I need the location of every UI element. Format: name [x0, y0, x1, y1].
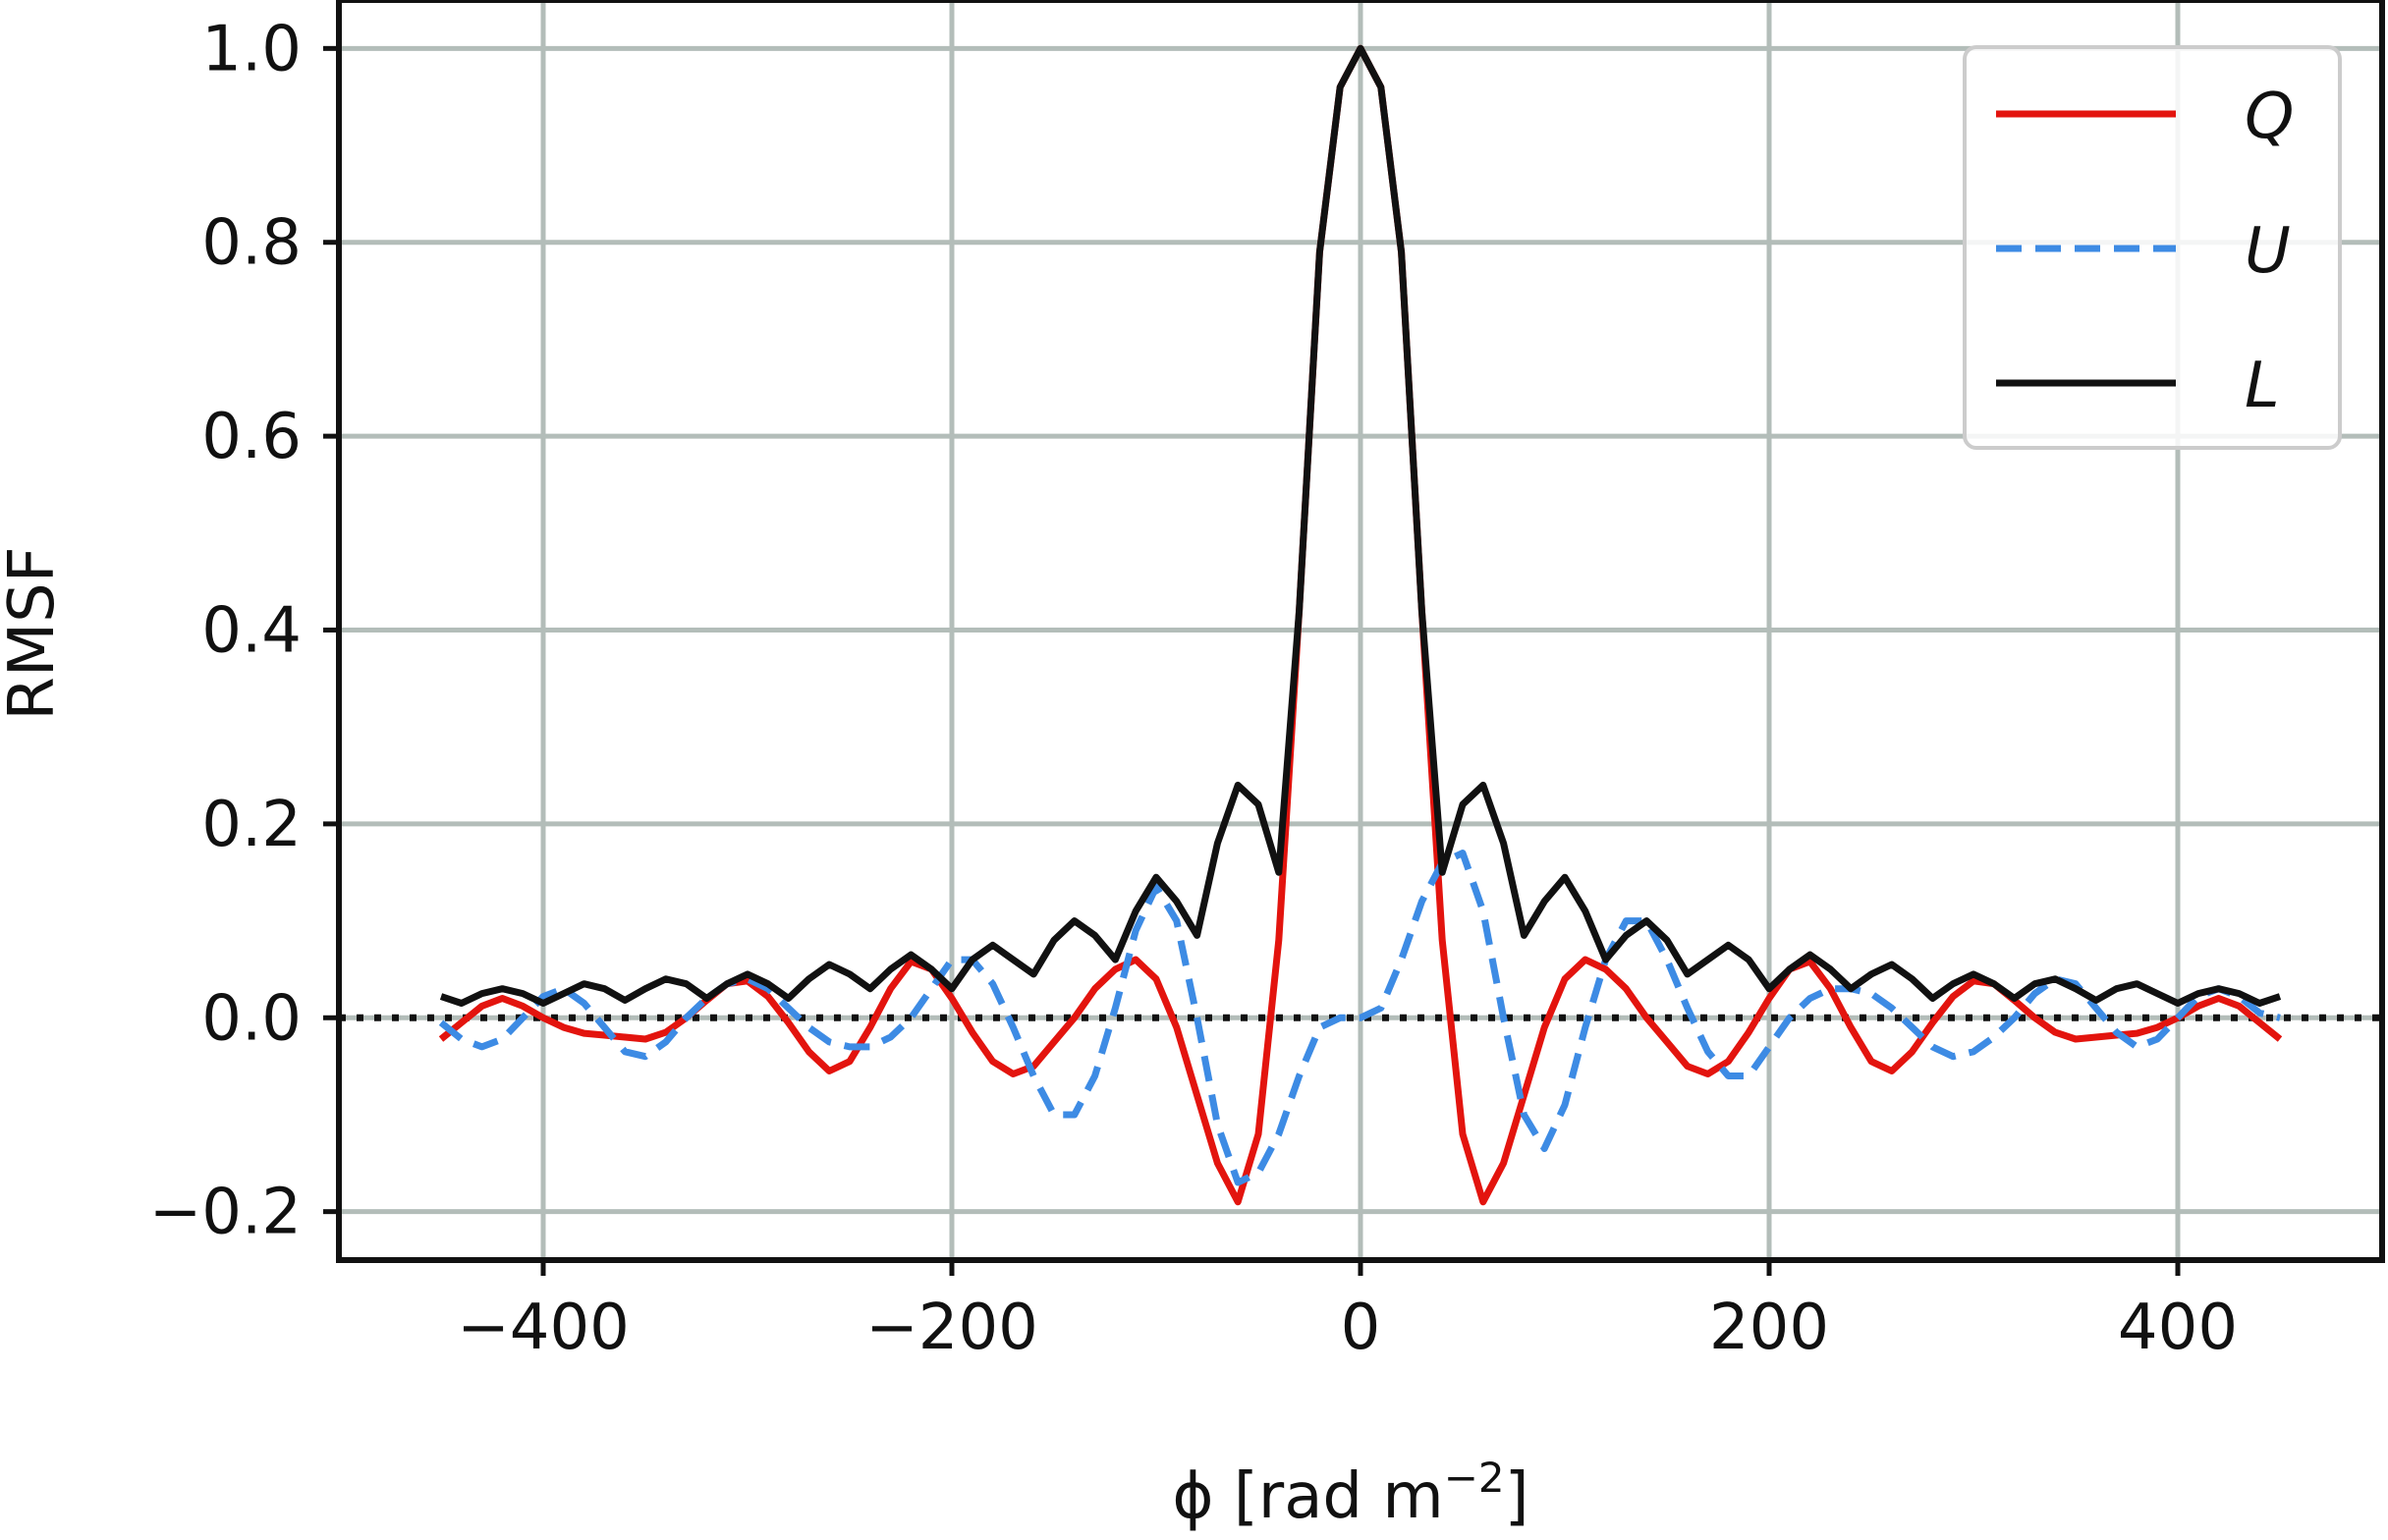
series-line-u	[438, 850, 2281, 1186]
x-tick-label: −200	[865, 1292, 1038, 1364]
x-tick-label: 400	[2118, 1292, 2238, 1364]
y-tick-label: 0.8	[201, 207, 302, 280]
x-tick-label: −400	[457, 1292, 630, 1364]
x-tick-label: 0	[1341, 1292, 1381, 1364]
series-lines	[438, 44, 2283, 1206]
x-tick-label: 200	[1709, 1292, 1829, 1364]
legend-label-l: L	[2245, 350, 2280, 422]
legend-label-q: Q	[2245, 81, 2294, 153]
legend-label-u: U	[2245, 215, 2291, 288]
legend: QUL	[1963, 45, 2342, 450]
axis-ticks: −400 −200 0 200 400 −0.2 0.0 0.2 0.4 0.6 0.8 1.0	[149, 13, 2238, 1364]
x-axis-label: ϕ [rad m−2]	[1172, 1454, 1528, 1533]
y-tick-label: 0.6	[201, 401, 302, 473]
y-tick-label: 0.4	[201, 595, 302, 668]
y-axis-label: RMSF	[0, 546, 69, 720]
y-tick-label: 1.0	[201, 13, 302, 85]
y-tick-label: 0.2	[201, 789, 302, 861]
series-line-l	[439, 44, 2282, 1007]
y-tick-label: 0.0	[201, 982, 302, 1055]
legend-box	[1963, 45, 2342, 450]
x-axis-label-main: ϕ [rad m	[1172, 1460, 1443, 1533]
x-axis-label-close: ]	[1505, 1460, 1529, 1533]
x-axis-label-superscript: −2	[1444, 1454, 1505, 1502]
y-tick-label: −0.2	[149, 1177, 302, 1249]
